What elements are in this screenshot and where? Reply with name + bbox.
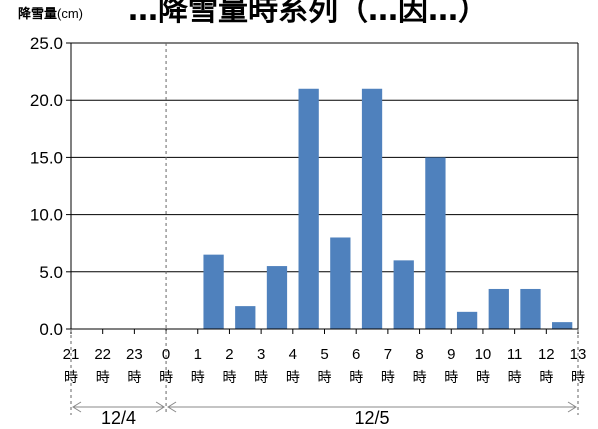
x-tick-label: 10 <box>475 346 492 363</box>
x-tick-unit: 時 <box>539 370 553 386</box>
x-tick-unit: 時 <box>413 370 427 386</box>
bar <box>552 322 573 329</box>
date-bracket-arrow-left <box>167 401 177 413</box>
x-tick-unit: 時 <box>96 370 110 386</box>
x-tick-label: 4 <box>289 346 297 363</box>
y-axis-label-text: 降雪量 <box>18 6 57 22</box>
x-tick-label: 12 <box>538 346 555 363</box>
y-tick-labels: 0.0 5.0 10.0 15.0 20.0 25.0 <box>30 34 63 339</box>
bars <box>203 88 573 329</box>
y-tick-label: 5.0 <box>39 263 63 282</box>
gridlines <box>71 42 578 273</box>
x-tick-unit: 時 <box>318 370 332 386</box>
x-tick-label: 1 <box>194 346 202 363</box>
chart-title: …降雪量時系列（…因…） <box>128 0 488 28</box>
x-tick-label: 7 <box>384 346 392 363</box>
x-tick-unit: 時 <box>349 370 363 386</box>
x-tick-label: 3 <box>257 346 265 363</box>
x-tick-label: 2 <box>225 346 233 363</box>
bar <box>456 311 478 329</box>
bar <box>393 260 414 329</box>
date-label: 12/4 <box>101 408 136 428</box>
date-brackets: 12/4 12/5 <box>70 43 579 428</box>
axes <box>66 42 579 334</box>
y-tick-label: 0.0 <box>39 320 63 339</box>
y-axis-label: 降雪量(cm) <box>18 6 83 22</box>
x-tick-labels: 21時22時23時0時1時2時3時4時5時6時7時8時9時10時11時12時13… <box>63 346 587 386</box>
x-tick-unit: 時 <box>381 370 395 386</box>
x-tick-label: 23 <box>126 346 143 363</box>
x-tick-unit: 時 <box>286 370 300 386</box>
bar <box>235 306 256 329</box>
x-tick-label: 6 <box>352 346 360 363</box>
date-bracket-arrow-right <box>567 401 577 413</box>
x-tick-unit: 時 <box>254 370 268 386</box>
x-tick-unit: 時 <box>222 370 236 386</box>
bar <box>425 157 446 329</box>
bar <box>520 288 541 329</box>
x-tick-unit: 時 <box>476 370 490 386</box>
date-label: 12/5 <box>355 408 390 428</box>
bar <box>330 237 351 329</box>
y-tick-label: 25.0 <box>30 34 63 53</box>
y-tick-label: 20.0 <box>30 91 63 110</box>
x-tick-unit: 時 <box>508 370 522 386</box>
x-tick-label: 9 <box>447 346 455 363</box>
bar <box>298 88 319 329</box>
bar <box>266 266 288 329</box>
x-tick-unit: 時 <box>444 370 458 386</box>
x-tick-label: 8 <box>415 346 423 363</box>
x-tick-unit: 時 <box>191 370 205 386</box>
bar <box>203 254 224 329</box>
x-tick-label: 5 <box>320 346 328 363</box>
date-bracket-arrow-right <box>155 401 166 413</box>
x-tick-label: 11 <box>507 346 523 363</box>
x-tick-label: 22 <box>94 346 111 363</box>
y-tick-label: 15.0 <box>30 148 63 167</box>
bar <box>361 88 383 329</box>
x-tick-label: 0 <box>162 346 170 363</box>
bar <box>488 288 509 329</box>
date-bracket-arrow-left <box>72 401 82 413</box>
y-axis-unit: (cm) <box>57 6 83 21</box>
x-tick-unit: 時 <box>159 370 173 386</box>
x-tick-unit: 時 <box>127 370 141 386</box>
y-tick-label: 10.0 <box>30 206 63 225</box>
